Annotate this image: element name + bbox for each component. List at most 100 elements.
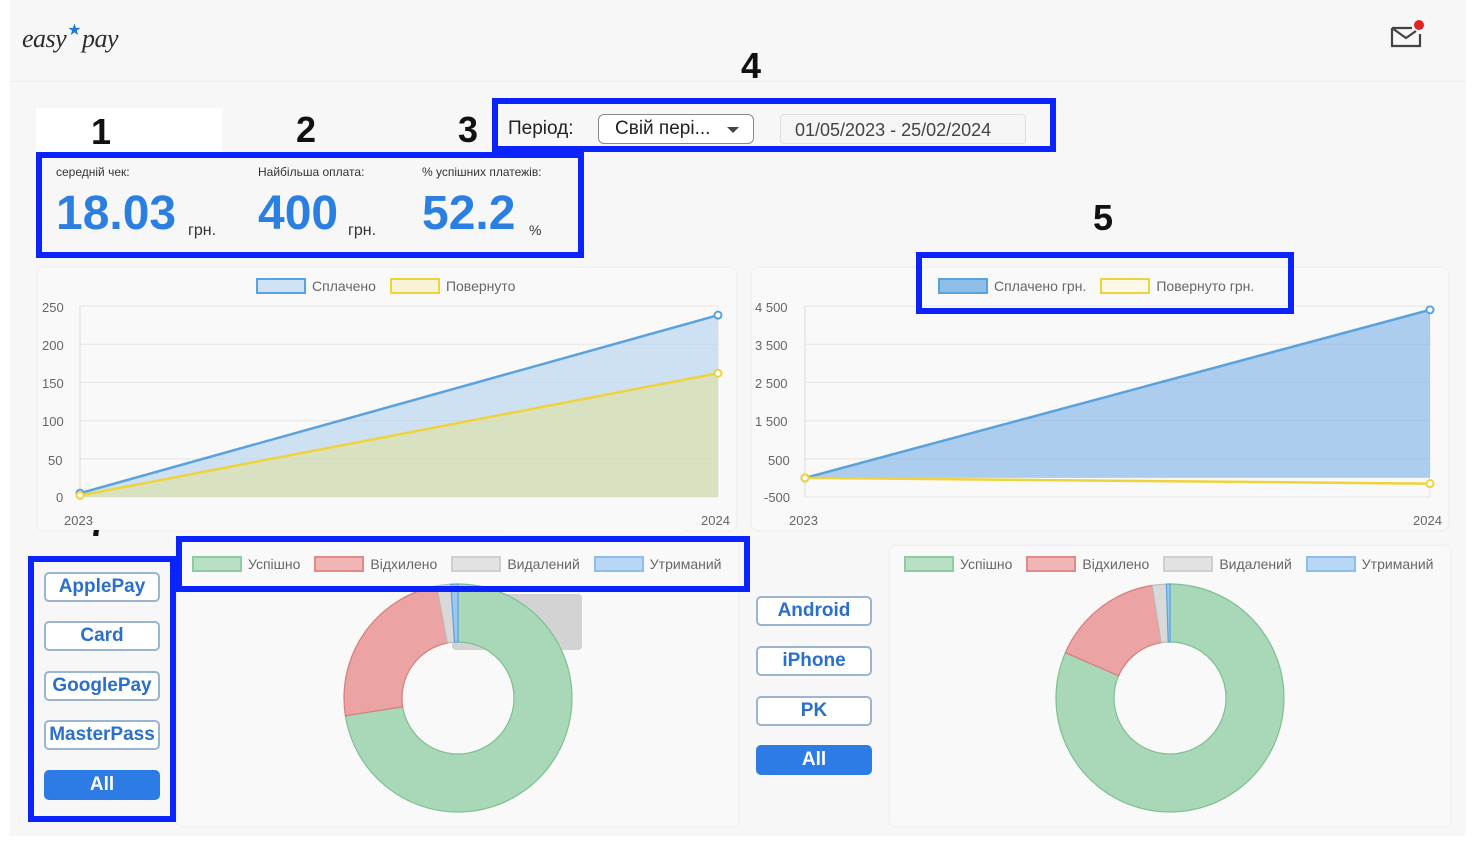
legend-label: Сплачено грн. [994, 278, 1087, 294]
legend-swatch [1305, 556, 1356, 572]
x-tick-label: 2023 [64, 513, 93, 528]
annotation-number-3: 3 [458, 109, 479, 150]
y-tick-label: 200 [42, 338, 64, 353]
legend-label: Видалений [1219, 556, 1292, 572]
y-tick-label: 1 500 [755, 414, 788, 429]
period-select[interactable]: Свій пері... [598, 114, 754, 144]
data-point [75, 490, 85, 500]
data-point [1425, 479, 1435, 489]
success-rate-label: % успішних платежів: [422, 165, 542, 179]
avg-check-label: середній чек: [56, 165, 130, 179]
legend-item-deleted[interactable]: Видалений [1163, 556, 1292, 572]
donut-slice-успішно [344, 583, 573, 813]
logo-star-icon: ★ [67, 22, 82, 39]
series-line-1 [79, 372, 719, 497]
y-tick-label: 250 [42, 300, 64, 315]
legend-swatch [451, 556, 502, 572]
legend-swatch [1163, 556, 1214, 572]
legend-swatch [192, 556, 242, 572]
legend-item-deleted[interactable]: Видалений [451, 556, 580, 572]
legend-label: Повернуто [445, 278, 516, 294]
annotation-number-2: 2 [296, 109, 317, 150]
legend-swatch [389, 278, 440, 294]
mail-notification-icon[interactable] [1390, 20, 1424, 48]
data-point [713, 310, 723, 320]
donut-slice-утриманий [1165, 583, 1171, 643]
legend-label: Відхилено [370, 556, 438, 572]
y-tick-label: 0 [56, 490, 64, 505]
filter-card-button[interactable]: Card [44, 621, 160, 651]
filter-android-button[interactable]: Android [756, 596, 872, 626]
filter-masterpass-button[interactable]: MasterPass [44, 720, 160, 750]
filter-all-platforms-button[interactable]: All [756, 745, 872, 775]
chevron-down-icon [727, 127, 739, 133]
max-payment-label: Найбільша оплата: [258, 165, 365, 179]
y-tick-label: 4 500 [755, 300, 788, 315]
data-point [800, 473, 810, 483]
filter-googlepay-button[interactable]: GooglePay [44, 671, 160, 701]
y-tick-label: 50 [48, 453, 63, 468]
legend-label: Відхилено [1082, 556, 1150, 572]
chart-count-legend: Сплачено Повернуто [256, 278, 529, 294]
series-line-0 [804, 308, 1431, 480]
filter-applepay-button[interactable]: ApplePay [44, 572, 160, 602]
legend-item-declined[interactable]: Відхилено [1026, 556, 1149, 572]
y-tick-label: 3 500 [755, 338, 788, 353]
filter-all-methods-button[interactable]: All [44, 770, 160, 800]
legend-label: Видалений [507, 556, 580, 572]
filter-pk-button[interactable]: PK [756, 696, 872, 726]
x-tick-label: 2023 [789, 513, 818, 528]
legend-item-held[interactable]: Утриманий [1305, 556, 1434, 572]
legend-label: Успішно [248, 556, 301, 572]
period-label: Період: [508, 118, 574, 139]
annotation-box-status-legend [176, 536, 750, 592]
series-line-0 [79, 313, 719, 495]
filter-iphone-button[interactable]: iPhone [756, 646, 872, 676]
donut-slice-успішно [1055, 583, 1285, 813]
date-range-input[interactable]: 01/05/2023 - 25/02/2024 [780, 114, 1026, 144]
y-tick-label: 500 [768, 453, 790, 468]
legend-item-paid[interactable]: Сплачено [256, 278, 376, 294]
legend-item-paid-uah[interactable]: Сплачено грн. [938, 278, 1086, 294]
legend-swatch [593, 556, 644, 572]
annotation-box-period [492, 98, 1056, 152]
x-tick-label: 2024 [1413, 513, 1442, 528]
chart-amount-legend: Сплачено грн. Повернуто грн. [938, 278, 1268, 294]
avg-check-value: 18.03 [56, 187, 177, 240]
legend-label: Повернуто грн. [1156, 278, 1255, 294]
legend-item-returned-uah[interactable]: Повернуто грн. [1100, 278, 1254, 294]
data-point [1425, 305, 1435, 315]
legend-item-success[interactable]: Успішно [904, 556, 1012, 572]
legend-item-returned[interactable]: Повернуто [389, 278, 516, 294]
legend-swatch [256, 278, 306, 294]
data-point [713, 368, 723, 378]
legend-swatch [1100, 278, 1151, 294]
legend-item-success[interactable]: Успішно [192, 556, 300, 572]
legend-swatch [1026, 556, 1077, 572]
legend-item-declined[interactable]: Відхилено [314, 556, 437, 572]
legend-swatch [904, 556, 954, 572]
annotation-box-filters [28, 556, 176, 822]
annotation-box-legend [916, 252, 1294, 314]
annotation-number-4: 4 [741, 45, 762, 86]
annotation-box-stats [36, 152, 584, 258]
annotation-number-5: 5 [1093, 197, 1114, 238]
y-tick-label: -500 [764, 490, 791, 505]
donut-slice-утриманий [450, 583, 459, 643]
legend-label: Утриманий [1361, 556, 1434, 572]
legend-item-held[interactable]: Утриманий [593, 556, 721, 572]
status-legend-left: Успішно Відхилено Видалений Утриманий [192, 556, 735, 572]
success-rate-value: 52.2 [422, 187, 516, 240]
legend-swatch [938, 278, 988, 294]
blank-patch [36, 108, 222, 152]
y-tick-label: 2 500 [755, 376, 788, 391]
period-select-value: Свій пері... [615, 118, 711, 139]
easypay-logo[interactable]: easy★pay [22, 22, 119, 54]
legend-label: Успішно [960, 556, 1013, 572]
logo-text-right: pay [82, 24, 119, 53]
success-rate-unit: % [529, 222, 542, 238]
max-payment-value: 400 [258, 187, 339, 240]
y-tick-label: 100 [42, 414, 64, 429]
